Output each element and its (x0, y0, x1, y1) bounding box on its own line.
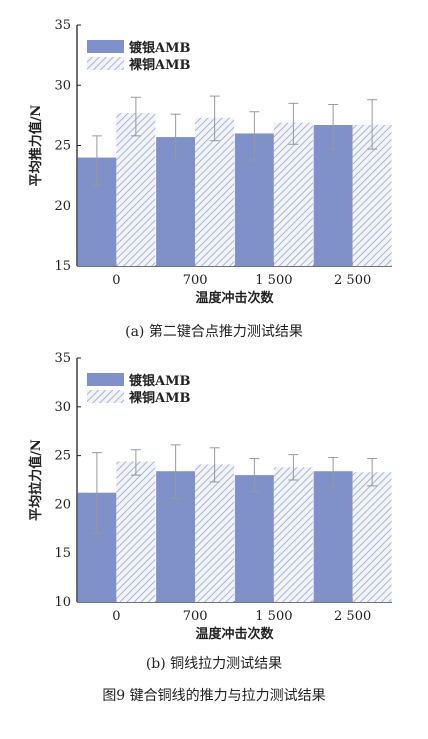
y-tick-label: 30 (54, 400, 71, 415)
x-tick-label: 700 (183, 273, 208, 288)
legend-swatch-silver-plated (87, 40, 124, 53)
chart-panel-b: 10 15 20 25 30 35 0 700 1 500 2 500 温度冲击次数 平均拉力值/N 镀… (28, 351, 392, 642)
x-tick-label: 2 500 (334, 609, 371, 624)
y-tick-label: 20 (54, 199, 71, 214)
caption-a: (a) 第二键合点推力测试结果 (125, 323, 303, 340)
x-tick-label: 2 500 (334, 273, 371, 288)
chart-panel-a: 15 20 25 30 35 0 700 1 500 2 500 温度冲击次数 平均推力值/N 镀银A… (28, 18, 392, 306)
y-tick-label: 20 (54, 497, 71, 512)
y-axis-title: 平均推力值/N (28, 105, 44, 187)
legend-label: 镀银AMB (129, 40, 190, 56)
y-tick-label: 15 (54, 546, 71, 561)
legend-swatch-silver-plated (87, 373, 124, 386)
x-axis-title: 温度冲击次数 (195, 626, 274, 642)
bar-bare-copper (273, 467, 313, 602)
y-tick-label: 35 (54, 18, 71, 33)
bar-silver-plated (234, 475, 274, 602)
y-tick-label: 35 (54, 351, 71, 366)
y-tick-label: 25 (54, 449, 71, 464)
caption-b: (b) 铜线拉力测试结果 (146, 656, 282, 672)
x-tick-label: 0 (112, 273, 120, 288)
x-tick-label: 700 (183, 609, 208, 624)
legend-label: 裸铜AMB (129, 57, 190, 73)
bar-bare-copper (352, 472, 392, 602)
y-tick-label: 25 (54, 139, 71, 154)
legend-swatch-bare-copper (87, 390, 124, 403)
x-tick-label: 0 (112, 609, 120, 624)
x-tick-label: 1 500 (255, 273, 292, 288)
bar-bare-copper (273, 122, 313, 266)
y-axis-title: 平均拉力值/N (28, 439, 44, 521)
y-tick-label: 30 (54, 78, 71, 93)
x-tick-label: 1 500 (255, 609, 292, 624)
y-tick-label: 15 (54, 259, 71, 274)
bar-bare-copper (116, 112, 156, 266)
y-tick-label: 10 (54, 595, 71, 610)
legend-label: 裸铜AMB (129, 390, 190, 406)
bar-bare-copper (195, 464, 235, 602)
legend-swatch-bare-copper (87, 57, 124, 70)
legend-label: 镀银AMB (129, 373, 190, 389)
bar-bare-copper (116, 461, 156, 602)
figure-caption: 图9 键合铜线的推力与拉力测试结果 (102, 688, 325, 704)
bar-silver-plated (313, 471, 353, 602)
x-axis-title: 温度冲击次数 (195, 290, 274, 306)
bar-bare-copper (195, 117, 235, 266)
